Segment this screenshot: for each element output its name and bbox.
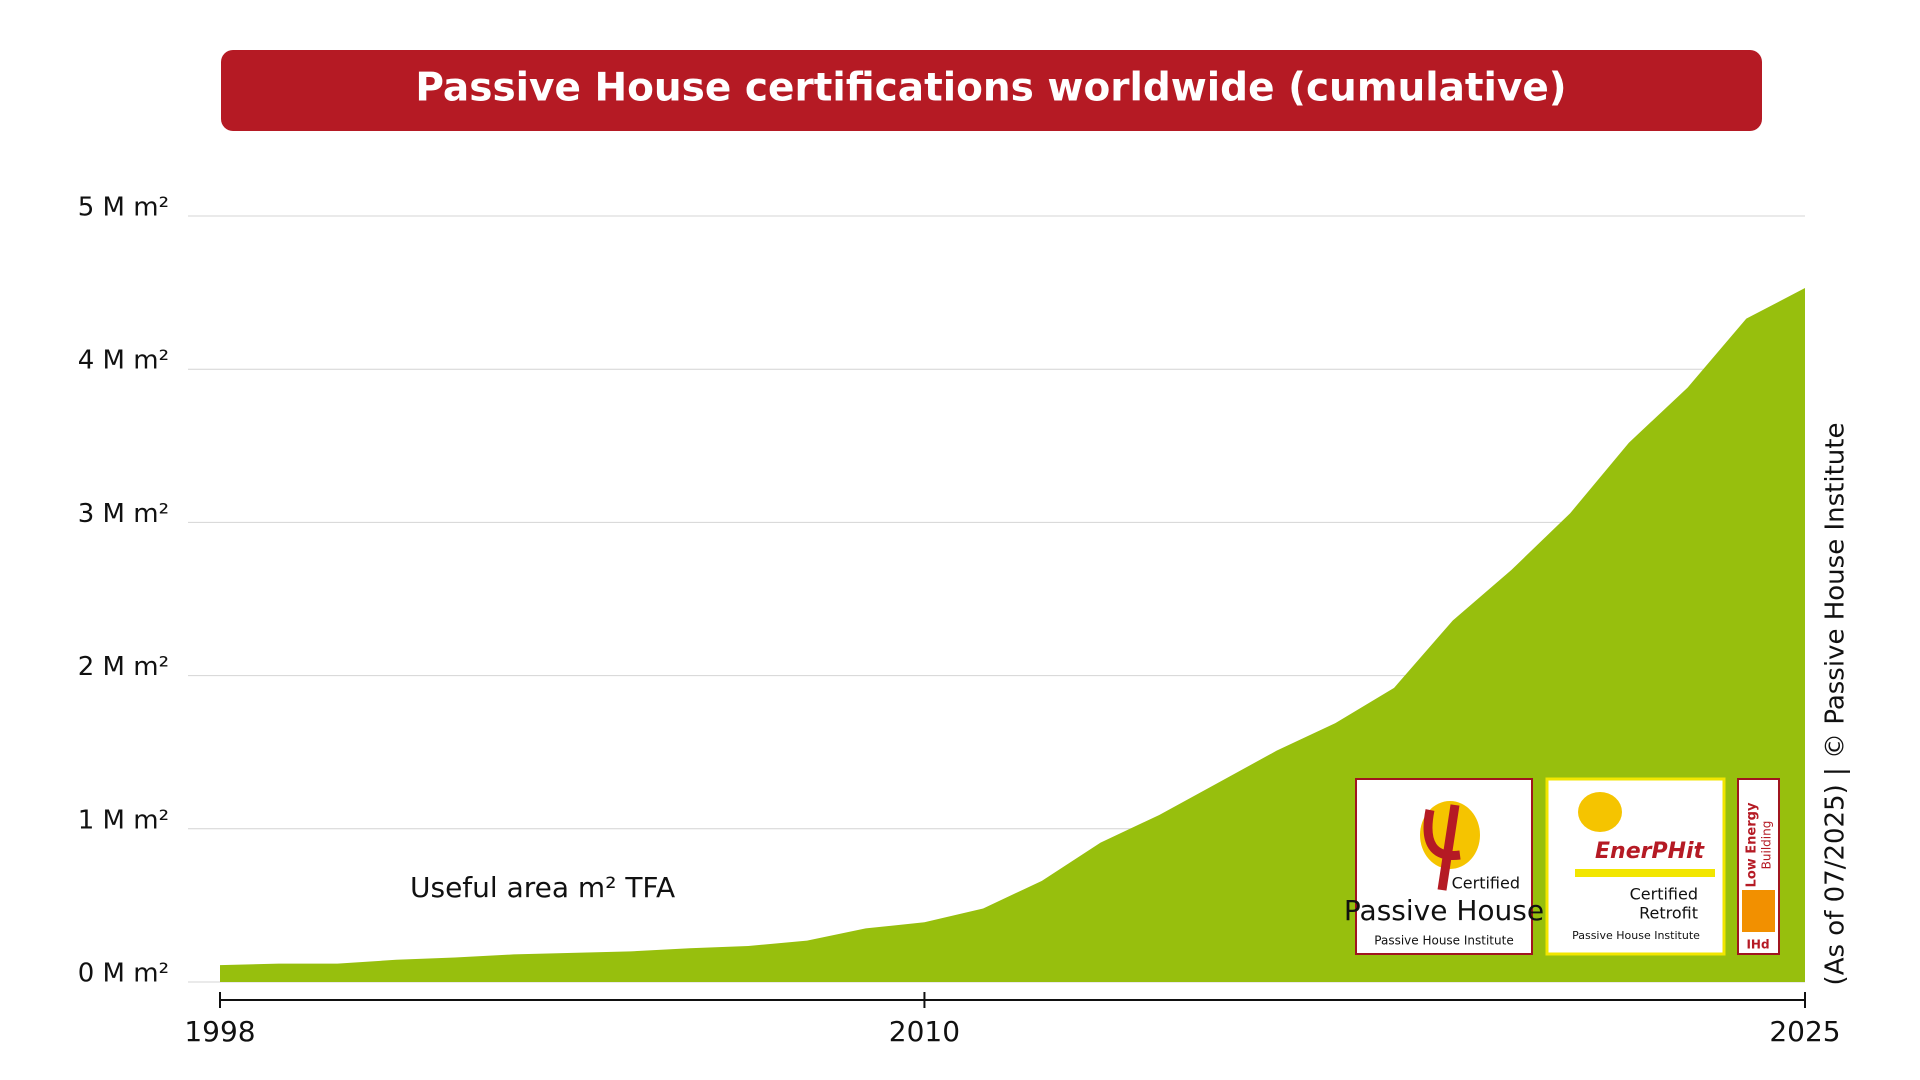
y-tick-label: 2 M m² <box>78 652 169 682</box>
logo-passive-house: Certified Passive House Passive House In… <box>1344 778 1544 955</box>
logo-low-energy: Low Energy Building IHd <box>1737 778 1780 955</box>
y-tick-label: 0 M m² <box>78 959 169 989</box>
logo-icon <box>1742 890 1775 932</box>
y-tick-label: 3 M m² <box>78 499 169 529</box>
x-tick-label: 1998 <box>184 1015 255 1048</box>
logo-icon <box>1578 792 1622 832</box>
logo-text: Certified <box>1452 874 1520 893</box>
logo-text: Building <box>1760 821 1774 870</box>
logo-text: Passive House Institute <box>1374 934 1513 948</box>
logo-text: Certified <box>1630 885 1698 904</box>
logo-text: EnerPHit <box>1595 839 1706 864</box>
title-bar <box>221 50 1762 131</box>
logo-icon <box>1423 804 1461 891</box>
y-tick-label: 4 M m² <box>78 346 169 376</box>
logo-text: Retrofit <box>1639 904 1698 923</box>
side-note: (As of 07/2025) | © Passive House Instit… <box>1821 423 1851 986</box>
y-tick-label: 1 M m² <box>78 805 169 835</box>
logo-text: Passive House Institute <box>1572 929 1700 942</box>
logo-text: Passive House <box>1344 894 1544 927</box>
logo-text: IHd <box>1746 938 1769 952</box>
y-tick-label: 5 M m² <box>78 193 169 223</box>
logo-frame <box>1545 777 1726 956</box>
logo-enerphit: EnerPHit Certified Retrofit Passive Hous… <box>1545 777 1726 956</box>
x-tick-label: 2025 <box>1769 1015 1840 1048</box>
chart-title: Passive House certifications worldwide (… <box>415 66 1566 111</box>
x-tick-label: 2010 <box>889 1015 960 1048</box>
logo-text: Low Energy <box>1745 802 1760 887</box>
annotation: Useful area m² TFA <box>410 871 675 904</box>
logo-stripe <box>1575 869 1715 877</box>
